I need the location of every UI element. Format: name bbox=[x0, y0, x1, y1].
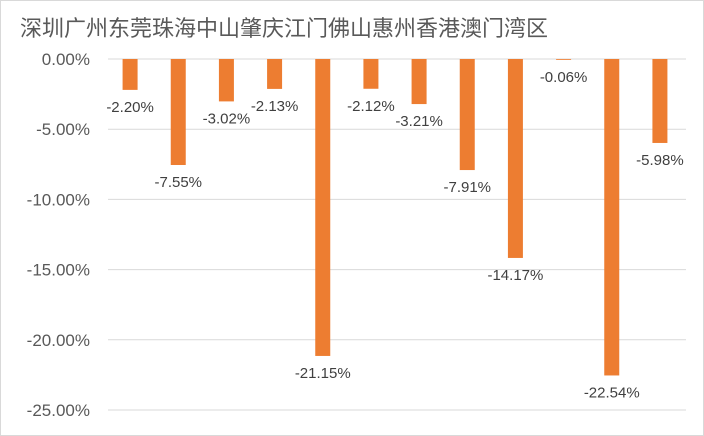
data-label: -2.13% bbox=[251, 98, 299, 115]
data-label: -2.12% bbox=[347, 98, 395, 115]
bar bbox=[556, 59, 572, 60]
y-tick-label: -15.00% bbox=[27, 261, 90, 280]
bar bbox=[170, 59, 186, 166]
y-tick-label: 0.00% bbox=[42, 50, 90, 69]
data-label: -21.15% bbox=[295, 365, 351, 382]
bar bbox=[507, 59, 523, 258]
bar bbox=[652, 59, 668, 143]
y-axis-tick-labels: 0.00% -5.00% -10.00% -15.00% -20.00% -25.00% bbox=[27, 50, 90, 420]
gridlines bbox=[108, 58, 686, 411]
data-label: -5.98% bbox=[636, 152, 684, 169]
data-label: -22.54% bbox=[584, 384, 640, 401]
data-label: -7.55% bbox=[154, 174, 202, 191]
data-label: -7.91% bbox=[443, 179, 491, 196]
bar bbox=[315, 59, 331, 356]
data-labels: -2.20% -7.55% -3.02%-2.13% -21.15% -2.12%-3.… bbox=[106, 69, 683, 402]
data-label: -3.02% bbox=[203, 110, 251, 127]
y-tick-label: -20.00% bbox=[27, 331, 90, 350]
bar bbox=[267, 59, 283, 89]
category-labels: 深圳广州东莞珠海中山肇庆江门佛山惠州香港澳门湾区 bbox=[20, 17, 548, 42]
data-label: -3.21% bbox=[395, 113, 443, 130]
bar bbox=[604, 59, 620, 376]
y-tick-label: -10.00% bbox=[27, 190, 90, 209]
data-label: -14.17% bbox=[487, 267, 543, 284]
data-label: -0.06% bbox=[540, 69, 588, 86]
bars bbox=[122, 59, 668, 376]
bar bbox=[459, 59, 475, 171]
y-tick-label: -25.00% bbox=[27, 401, 90, 420]
y-tick-label: -5.00% bbox=[36, 120, 90, 139]
bar bbox=[411, 59, 427, 105]
data-label: -2.20% bbox=[106, 99, 154, 116]
bar bbox=[218, 59, 234, 102]
bar bbox=[122, 59, 138, 90]
bar bbox=[363, 59, 379, 89]
